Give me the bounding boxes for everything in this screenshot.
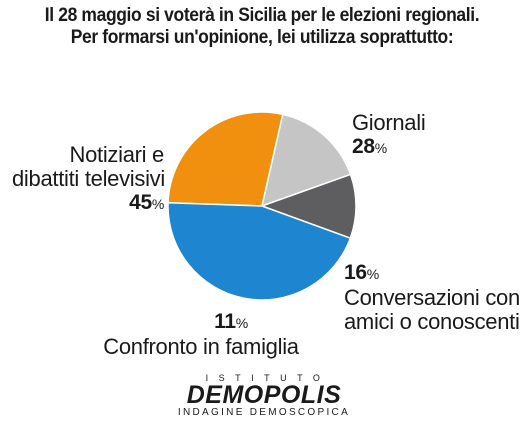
label-conversazioni-line1: Conversazioni con	[344, 285, 520, 310]
logo-sub-text: INDAGINE DEMOSCOPICA	[177, 407, 351, 418]
label-famiglia-name: Confronto in famiglia	[103, 334, 299, 359]
label-notiziari-line2: dibattiti televisivi	[12, 166, 165, 191]
pie-slice-conversazioni	[260, 113, 352, 208]
chart-title-line1: Il 28 maggio si voterà in Sicilia per le…	[44, 5, 480, 26]
demopolis-logo: ISTITUTO DEMOPOLIS INDAGINE DEMOSCOPICA	[174, 373, 354, 419]
pie-slice-confronto	[259, 173, 357, 240]
pie-slice-giornali	[167, 111, 284, 207]
logo-top-text: ISTITUTO	[205, 373, 331, 383]
pie-slice-notiziari	[167, 201, 352, 301]
label-giornali: Giornali 28%	[352, 110, 426, 160]
label-notiziari: Notiziari e dibattiti televisivi 45%	[12, 142, 165, 216]
label-conversazioni-value: 16%	[344, 261, 379, 284]
label-conversazioni: 16% Conversazioni con amici o conoscenti	[344, 261, 520, 334]
label-giornali-value: 28%	[352, 135, 387, 158]
chart-title-line2: Per formarsi un'opinione, lei utilizza s…	[70, 27, 454, 48]
label-notiziari-value: 45%	[129, 191, 164, 214]
label-famiglia-value: 11%	[214, 310, 248, 333]
label-notiziari-line1: Notiziari e	[69, 142, 164, 167]
label-giornali-name: Giornali	[352, 110, 426, 135]
logo-main-text: DEMOPOLIS	[186, 381, 342, 409]
label-conversazioni-line2: amici o conoscenti	[344, 309, 520, 334]
label-famiglia: 11% Confronto in famiglia	[101, 310, 301, 359]
